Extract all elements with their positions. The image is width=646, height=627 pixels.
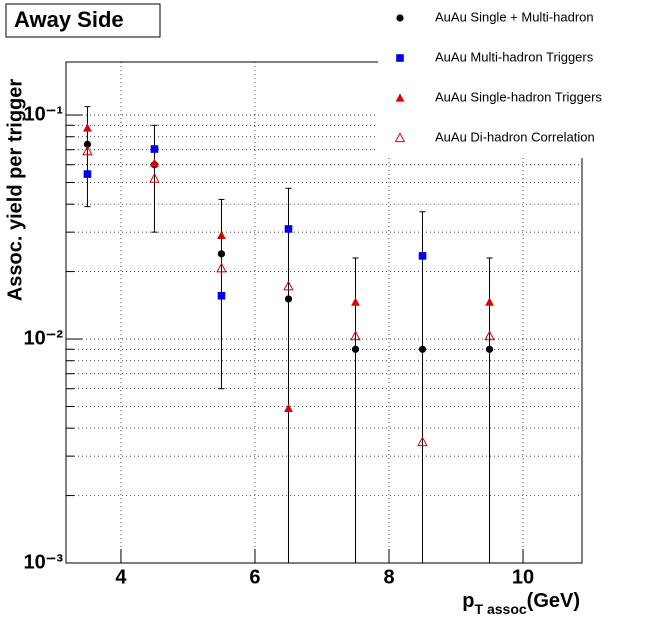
- point: [283, 280, 294, 291]
- point: [284, 225, 293, 233]
- legend-marker: [396, 14, 404, 22]
- x-label-sub: T assoc: [475, 601, 527, 617]
- point: [217, 250, 226, 258]
- error-bar: [352, 257, 359, 563]
- point: [83, 140, 92, 148]
- error-bar: [84, 106, 91, 208]
- y-axis-label: Assoc. yield per trigger: [4, 79, 26, 302]
- x-label-unit: (GeV): [527, 590, 580, 612]
- point: [485, 297, 494, 306]
- y-tick-label: 10⁻²: [24, 327, 64, 349]
- grid: 4 6 8 10 10⁻³ 10⁻² 10⁻¹: [24, 62, 582, 588]
- chart-title: Away Side: [14, 7, 124, 32]
- point: [485, 345, 494, 353]
- point: [351, 345, 360, 353]
- point: [350, 330, 361, 341]
- point: [418, 252, 427, 260]
- error-bar: [285, 187, 292, 563]
- legend-label: AuAu Multi-hadron Triggers: [435, 49, 594, 64]
- legend-marker: [394, 132, 406, 143]
- point: [284, 403, 293, 413]
- x-label-main: p: [462, 590, 474, 612]
- point: [484, 330, 495, 341]
- legend-marker: [396, 54, 404, 62]
- plot-frame: [65, 61, 583, 564]
- legend: AuAu Single + Multi-hadron AuAu Multi-had…: [394, 9, 602, 144]
- error-bar: [419, 211, 426, 563]
- point: [149, 172, 160, 183]
- x-tick-label: 8: [383, 566, 394, 588]
- point: [83, 170, 92, 178]
- marks: [82, 106, 495, 563]
- x-tick-label: 10: [512, 566, 534, 588]
- x-tick-label: 4: [115, 566, 127, 588]
- point: [417, 436, 428, 447]
- y-tick-label: 10⁻³: [24, 551, 64, 573]
- x-tick-label: 6: [249, 566, 260, 588]
- point: [150, 158, 159, 167]
- point: [217, 230, 226, 240]
- y-tick-label: 10⁻¹: [24, 103, 64, 125]
- legend-label: AuAu Single-hadron Triggers: [435, 89, 602, 104]
- point: [216, 262, 227, 273]
- error-bar: [486, 257, 493, 563]
- legend-marker: [395, 93, 405, 102]
- legend-label: AuAu Single + Multi-hadron: [435, 9, 594, 24]
- legend-box: [378, 0, 646, 158]
- error-bar: [151, 124, 158, 233]
- point: [418, 345, 427, 353]
- x-axis-label: pT assoc(GeV): [462, 590, 580, 616]
- point: [83, 123, 92, 132]
- point: [284, 295, 293, 303]
- title-box: [5, 3, 161, 38]
- point: [217, 291, 226, 300]
- point: [150, 145, 159, 153]
- point: [351, 297, 360, 306]
- legend-label: AuAu Di-hadron Correlation: [435, 129, 595, 144]
- point: [82, 145, 93, 156]
